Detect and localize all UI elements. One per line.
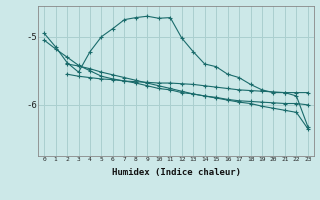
X-axis label: Humidex (Indice chaleur): Humidex (Indice chaleur) xyxy=(111,168,241,177)
